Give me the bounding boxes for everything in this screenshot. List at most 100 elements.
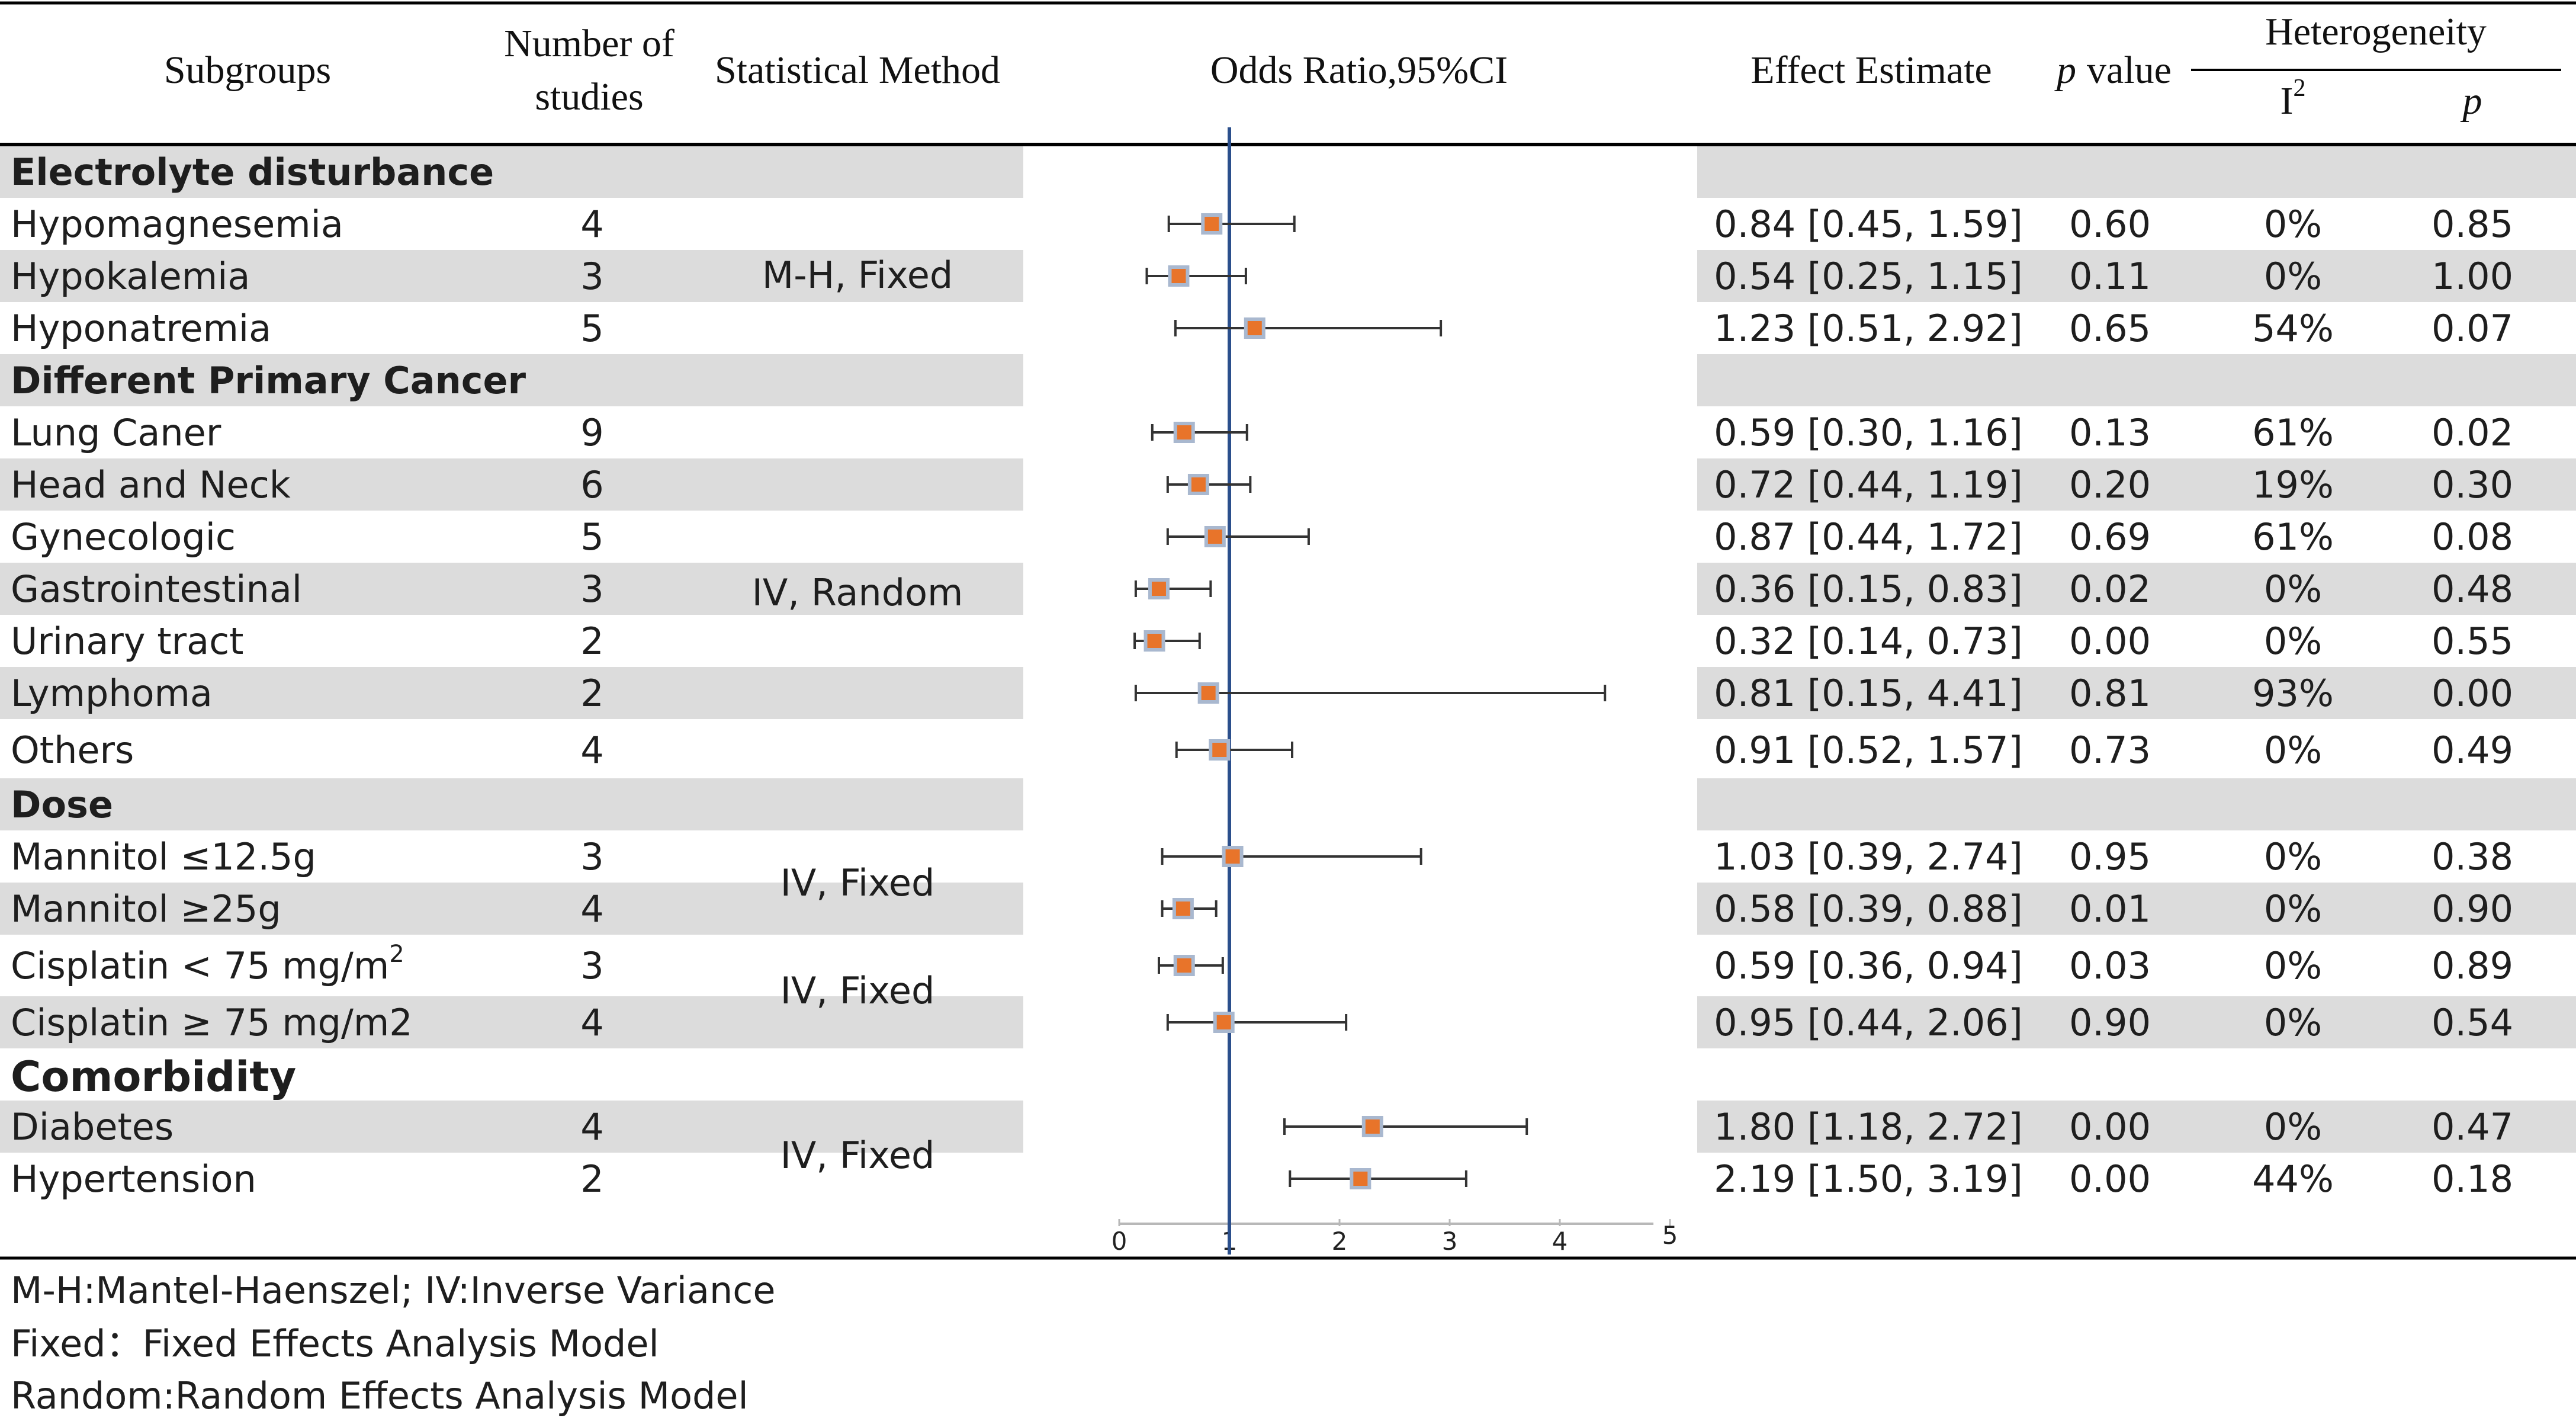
i2-value: 0% — [2264, 255, 2322, 298]
subgroup-name-text: Hypokalemia — [11, 255, 250, 298]
subgroup-name-text: Others — [11, 729, 134, 772]
point-estimate-marker — [1147, 634, 1162, 648]
subgroup-name-text: Cisplatin < 75 mg/m — [11, 944, 389, 987]
i2-value: 0% — [2264, 203, 2322, 246]
x-tick-label: 3 — [1442, 1227, 1458, 1256]
heterogeneity-p: 0.07 — [2432, 307, 2513, 350]
header-heterogeneity: Heterogeneity — [2265, 10, 2487, 53]
effect-estimate: 0.87 [0.44, 1.72] — [1714, 515, 2023, 559]
statistical-method: IV, Fixed — [780, 861, 935, 904]
p-value: 0.20 — [2069, 463, 2151, 506]
heterogeneity-p: 0.08 — [2432, 515, 2513, 559]
p-value: 0.90 — [2069, 1001, 2151, 1044]
p-value: 0.81 — [2069, 672, 2151, 715]
study-count: 4 — [580, 729, 603, 772]
subgroup-name-text: Diabetes — [11, 1105, 174, 1148]
p-value: 0.13 — [2069, 411, 2151, 454]
study-count: 3 — [580, 255, 603, 298]
study-count: 3 — [580, 567, 603, 611]
study-count: 6 — [580, 463, 603, 506]
subgroup-name-text: Hyponatremia — [11, 307, 271, 350]
effect-estimate: 0.32 [0.14, 0.73] — [1714, 620, 2023, 663]
row-band-right — [1697, 354, 2576, 406]
study-count: 3 — [580, 944, 603, 987]
header-i2-base: I — [2281, 79, 2294, 123]
heterogeneity-p: 0.30 — [2432, 463, 2513, 506]
point-estimate-marker — [1247, 321, 1262, 335]
heterogeneity-p: 0.38 — [2432, 835, 2513, 878]
i2-value: 54% — [2252, 307, 2334, 350]
header-subgroups: Subgroups — [164, 49, 331, 92]
effect-estimate: 0.91 [0.52, 1.57] — [1714, 729, 2023, 772]
subgroup-name-text: Hypomagnesemia — [11, 203, 343, 246]
forest-row-mark — [1166, 1012, 1348, 1033]
row-band-right — [1697, 778, 2576, 830]
statistical-method: IV, Random — [752, 571, 963, 614]
row-band-right — [1697, 883, 2576, 935]
i2-value: 0% — [2264, 729, 2322, 772]
row-band-left — [0, 146, 1023, 198]
study-count: 4 — [580, 887, 603, 931]
header-i2: I2 — [2281, 75, 2306, 123]
x-tick-label: 0 — [1112, 1227, 1128, 1256]
point-estimate-marker — [1353, 1172, 1368, 1186]
subgroup-name: Hypokalemia — [11, 255, 250, 298]
subgroup-name-text: Gynecologic — [11, 515, 236, 559]
study-count: 4 — [580, 1001, 603, 1044]
row-band-right — [1697, 146, 2576, 198]
group-label: Different Primary Cancer — [11, 359, 526, 402]
row-band-left — [0, 778, 1023, 830]
header-odds-ratio: Odds Ratio,95%CI — [1210, 49, 1508, 92]
study-count: 2 — [580, 1157, 603, 1201]
heterogeneity-p: 0.00 — [2432, 672, 2513, 715]
forest-plot-area: 012345 — [1112, 127, 1678, 1256]
header-het-p: p — [2461, 79, 2482, 123]
statistical-method: IV, Fixed — [780, 1134, 935, 1177]
i2-value: 0% — [2264, 1105, 2322, 1148]
heterogeneity-p: 0.02 — [2432, 411, 2513, 454]
i2-value: 61% — [2252, 411, 2334, 454]
footnote-random: Random:Random Effects Analysis Model — [11, 1374, 749, 1417]
row-band-right — [1697, 996, 2576, 1048]
point-estimate-marker — [1365, 1119, 1380, 1134]
point-estimate-marker — [1225, 849, 1240, 864]
forest-row-mark — [1166, 474, 1252, 495]
point-estimate-marker — [1177, 425, 1191, 439]
p-value: 0.00 — [2069, 620, 2151, 663]
forest-row-mark — [1145, 265, 1247, 287]
statistical-method: M-H, Fixed — [762, 254, 953, 297]
header-statistical-method: Statistical Method — [715, 49, 1000, 92]
i2-value: 0% — [2264, 887, 2322, 931]
subgroup-name-sup: 2 — [389, 941, 404, 968]
i2-value: 0% — [2264, 620, 2322, 663]
point-estimate-marker — [1216, 1015, 1231, 1029]
header-number-of: Number of — [504, 22, 674, 65]
study-count: 5 — [580, 515, 603, 559]
heterogeneity-p: 0.47 — [2432, 1105, 2513, 1148]
effect-estimate: 0.95 [0.44, 2.06] — [1714, 1001, 2023, 1044]
forest-row-mark — [1157, 955, 1224, 976]
row-band-left — [0, 1101, 1023, 1153]
forest-row-mark — [1134, 682, 1607, 704]
subgroup-name: Lymphoma — [11, 672, 213, 715]
heterogeneity-p: 0.90 — [2432, 887, 2513, 931]
row-band-left — [0, 883, 1023, 935]
i2-value: 93% — [2252, 672, 2334, 715]
effect-estimate: 0.59 [0.36, 0.94] — [1714, 944, 2023, 987]
row-band-left — [0, 667, 1023, 719]
subgroup-name-text: Urinary tract — [11, 620, 243, 663]
group-label: Comorbidity — [11, 1053, 296, 1101]
subgroup-name: Hyponatremia — [11, 307, 271, 350]
heterogeneity-p: 0.89 — [2432, 944, 2513, 987]
p-value: 0.03 — [2069, 944, 2151, 987]
footnote-fixed: Fixed：Fixed Effects Analysis Model — [11, 1322, 659, 1365]
forest-row-mark — [1134, 578, 1212, 599]
effect-estimate: 2.19 [1.50, 3.19] — [1714, 1157, 2023, 1201]
row-band-right — [1697, 563, 2576, 615]
header-i2-sup: 2 — [2293, 75, 2305, 102]
row-band-left — [0, 354, 1023, 406]
forest-row-mark — [1174, 317, 1443, 339]
subgroup-name: Mannitol ≤12.5g — [11, 835, 316, 878]
header-p-value: p value — [2054, 49, 2172, 92]
